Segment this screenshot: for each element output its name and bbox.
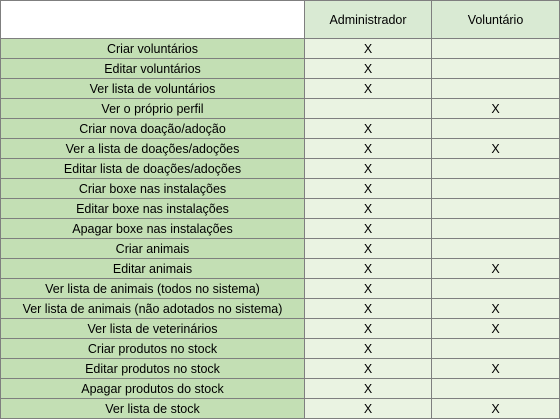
header-administrador: Administrador xyxy=(304,0,432,39)
volunteer-cell xyxy=(431,338,560,359)
volunteer-cell xyxy=(431,118,560,139)
permission-label: Ver o próprio perfil xyxy=(0,98,305,119)
permission-label: Criar voluntários xyxy=(0,38,305,59)
permission-label: Criar nova doação/adoção xyxy=(0,118,305,139)
admin-cell: X xyxy=(304,338,432,359)
table-row: Criar nova doação/adoção X xyxy=(0,118,560,139)
volunteer-cell xyxy=(431,78,560,99)
admin-cell: X xyxy=(304,318,432,339)
table-row: Ver lista de voluntários X xyxy=(0,78,560,99)
admin-cell: X xyxy=(304,58,432,79)
table-row: Apagar produtos do stock X xyxy=(0,378,560,399)
table-row: Ver lista de animais (todos no sistema) X xyxy=(0,278,560,299)
permission-label: Ver lista de voluntários xyxy=(0,78,305,99)
volunteer-cell: X xyxy=(431,138,560,159)
table-row: Apagar boxe nas instalações X xyxy=(0,218,560,239)
permission-label: Ver lista de stock xyxy=(0,398,305,419)
volunteer-cell xyxy=(431,218,560,239)
volunteer-cell xyxy=(431,38,560,59)
table-row: Editar boxe nas instalações X xyxy=(0,198,560,219)
permission-label: Criar boxe nas instalações xyxy=(0,178,305,199)
volunteer-cell xyxy=(431,178,560,199)
admin-cell: X xyxy=(304,178,432,199)
header-row: Administrador Voluntário xyxy=(0,0,560,39)
permission-label: Ver a lista de doações/adoções xyxy=(0,138,305,159)
admin-cell: X xyxy=(304,138,432,159)
permission-label: Criar animais xyxy=(0,238,305,259)
permission-label: Editar boxe nas instalações xyxy=(0,198,305,219)
table-row: Editar animais X X xyxy=(0,258,560,279)
admin-cell: X xyxy=(304,258,432,279)
permission-label: Apagar produtos do stock xyxy=(0,378,305,399)
admin-cell: X xyxy=(304,238,432,259)
admin-cell: X xyxy=(304,118,432,139)
admin-cell: X xyxy=(304,298,432,319)
table-row: Criar produtos no stock X xyxy=(0,338,560,359)
volunteer-cell xyxy=(431,378,560,399)
table-row: Editar voluntários X xyxy=(0,58,560,79)
volunteer-cell xyxy=(431,198,560,219)
table-row: Ver lista de animais (não adotados no si… xyxy=(0,298,560,319)
volunteer-cell: X xyxy=(431,318,560,339)
volunteer-cell: X xyxy=(431,258,560,279)
admin-cell: X xyxy=(304,218,432,239)
permission-label: Ver lista de veterinários xyxy=(0,318,305,339)
volunteer-cell xyxy=(431,158,560,179)
permission-label: Apagar boxe nas instalações xyxy=(0,218,305,239)
header-voluntario: Voluntário xyxy=(431,0,560,39)
table-row: Criar animais X xyxy=(0,238,560,259)
table-body: Criar voluntários X Editar voluntários X Ver… xyxy=(0,38,560,419)
volunteer-cell: X xyxy=(431,98,560,119)
table-row: Editar produtos no stock X X xyxy=(0,358,560,379)
table-row: Editar lista de doações/adoções X xyxy=(0,158,560,179)
table-row: Ver lista de stock X X xyxy=(0,398,560,419)
admin-cell: X xyxy=(304,398,432,419)
volunteer-cell: X xyxy=(431,358,560,379)
permission-label: Editar voluntários xyxy=(0,58,305,79)
permission-label: Editar lista de doações/adoções xyxy=(0,158,305,179)
table-row: Criar boxe nas instalações X xyxy=(0,178,560,199)
permission-label: Editar animais xyxy=(0,258,305,279)
admin-cell: X xyxy=(304,38,432,59)
volunteer-cell xyxy=(431,278,560,299)
admin-cell: X xyxy=(304,198,432,219)
volunteer-cell xyxy=(431,238,560,259)
table-row: Ver lista de veterinários X X xyxy=(0,318,560,339)
table-row: Ver a lista de doações/adoções X X xyxy=(0,138,560,159)
permission-label: Criar produtos no stock xyxy=(0,338,305,359)
table-row: Ver o próprio perfil X xyxy=(0,98,560,119)
volunteer-cell: X xyxy=(431,398,560,419)
admin-cell: X xyxy=(304,78,432,99)
admin-cell: X xyxy=(304,358,432,379)
header-blank xyxy=(0,0,305,39)
admin-cell xyxy=(304,98,432,119)
admin-cell: X xyxy=(304,158,432,179)
permission-label: Ver lista de animais (todos no sistema) xyxy=(0,278,305,299)
table-row: Criar voluntários X xyxy=(0,38,560,59)
permission-label: Editar produtos no stock xyxy=(0,358,305,379)
volunteer-cell xyxy=(431,58,560,79)
volunteer-cell: X xyxy=(431,298,560,319)
admin-cell: X xyxy=(304,378,432,399)
admin-cell: X xyxy=(304,278,432,299)
permission-label: Ver lista de animais (não adotados no si… xyxy=(0,298,305,319)
